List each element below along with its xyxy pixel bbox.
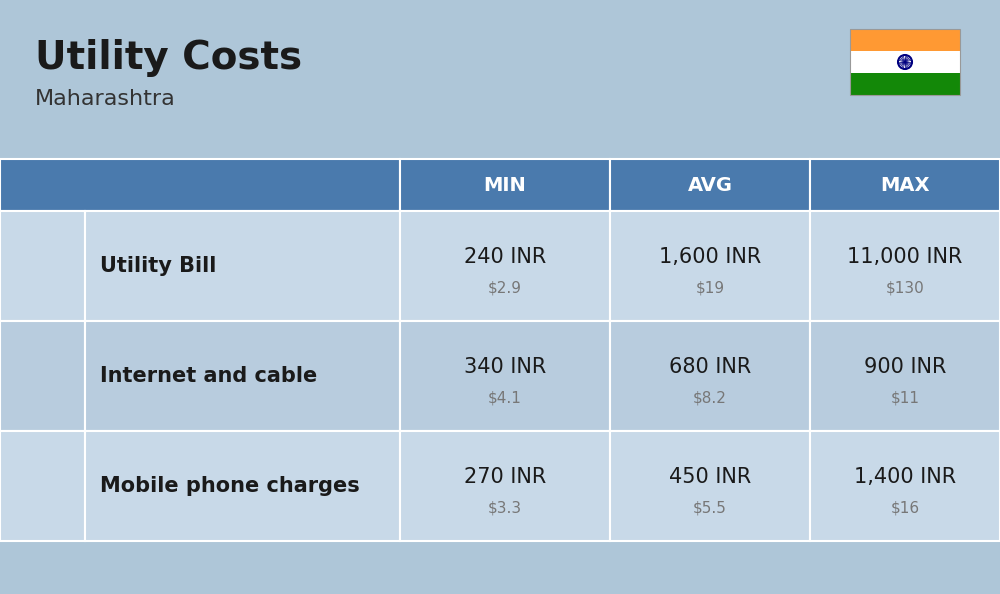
Text: $8.2: $8.2 bbox=[693, 390, 727, 406]
Text: $5.5: $5.5 bbox=[693, 501, 727, 516]
FancyBboxPatch shape bbox=[850, 29, 960, 51]
Text: $130: $130 bbox=[886, 280, 924, 295]
Text: $19: $19 bbox=[695, 280, 725, 295]
Text: 340 INR: 340 INR bbox=[464, 357, 546, 377]
FancyBboxPatch shape bbox=[810, 431, 1000, 541]
FancyBboxPatch shape bbox=[810, 321, 1000, 431]
FancyBboxPatch shape bbox=[610, 159, 810, 211]
Text: MAX: MAX bbox=[880, 175, 930, 194]
FancyBboxPatch shape bbox=[610, 321, 810, 431]
FancyBboxPatch shape bbox=[810, 159, 1000, 211]
FancyBboxPatch shape bbox=[400, 211, 610, 321]
Text: Utility Costs: Utility Costs bbox=[35, 39, 302, 77]
FancyBboxPatch shape bbox=[610, 211, 810, 321]
FancyBboxPatch shape bbox=[610, 431, 810, 541]
FancyBboxPatch shape bbox=[85, 321, 400, 431]
FancyBboxPatch shape bbox=[850, 51, 960, 73]
Text: $3.3: $3.3 bbox=[488, 501, 522, 516]
Text: $11: $11 bbox=[891, 390, 920, 406]
FancyBboxPatch shape bbox=[0, 159, 400, 211]
Text: MIN: MIN bbox=[484, 175, 526, 194]
Text: 680 INR: 680 INR bbox=[669, 357, 751, 377]
FancyBboxPatch shape bbox=[400, 321, 610, 431]
Text: Internet and cable: Internet and cable bbox=[100, 366, 317, 386]
Text: 1,600 INR: 1,600 INR bbox=[659, 247, 761, 267]
Text: 240 INR: 240 INR bbox=[464, 247, 546, 267]
FancyBboxPatch shape bbox=[85, 431, 400, 541]
Text: 270 INR: 270 INR bbox=[464, 467, 546, 487]
Text: Mobile phone charges: Mobile phone charges bbox=[100, 476, 360, 496]
FancyBboxPatch shape bbox=[810, 211, 1000, 321]
FancyBboxPatch shape bbox=[400, 159, 610, 211]
Text: 900 INR: 900 INR bbox=[864, 357, 946, 377]
Text: 11,000 INR: 11,000 INR bbox=[847, 247, 963, 267]
FancyBboxPatch shape bbox=[85, 211, 400, 321]
Text: Maharashtra: Maharashtra bbox=[35, 89, 176, 109]
Text: 1,400 INR: 1,400 INR bbox=[854, 467, 956, 487]
FancyBboxPatch shape bbox=[400, 431, 610, 541]
Text: Utility Bill: Utility Bill bbox=[100, 256, 216, 276]
FancyBboxPatch shape bbox=[0, 211, 85, 321]
Text: $4.1: $4.1 bbox=[488, 390, 522, 406]
FancyBboxPatch shape bbox=[0, 431, 85, 541]
FancyBboxPatch shape bbox=[0, 321, 85, 431]
Text: AVG: AVG bbox=[688, 175, 732, 194]
Text: 450 INR: 450 INR bbox=[669, 467, 751, 487]
FancyBboxPatch shape bbox=[850, 73, 960, 95]
Text: $2.9: $2.9 bbox=[488, 280, 522, 295]
Text: $16: $16 bbox=[890, 501, 920, 516]
